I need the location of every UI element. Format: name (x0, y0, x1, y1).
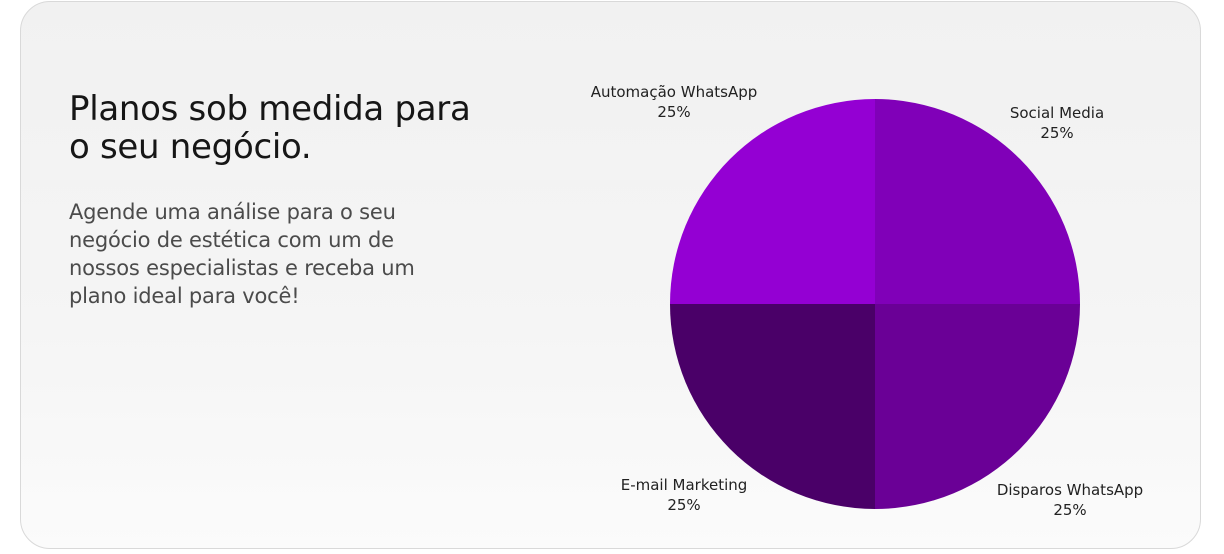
pie-slice-automa-o-whatsapp (670, 99, 875, 304)
slice-label: Automação WhatsApp (591, 83, 758, 101)
pie-labels: Social Media 25% Disparos WhatsApp 25% E-mai… (591, 83, 1143, 519)
pie-slice-social-media (875, 99, 1080, 304)
headline: Planos sob medida para o seu negócio. (69, 89, 471, 167)
pie-slices (670, 99, 1080, 509)
slice-value-label: 25% (1040, 124, 1073, 142)
slice-label: Disparos WhatsApp (997, 481, 1143, 499)
pie-slice-disparos-whatsapp (875, 304, 1080, 509)
slice-label: Social Media (1010, 104, 1104, 122)
pie-slice-e-mail-marketing (670, 304, 875, 509)
slice-label: E-mail Marketing (621, 476, 748, 494)
description: Agende uma análise para o seu negócio de… (69, 200, 415, 308)
slice-value-label: 25% (1053, 501, 1086, 519)
slice-value-label: 25% (667, 496, 700, 514)
slice-value-label: 25% (657, 103, 690, 121)
